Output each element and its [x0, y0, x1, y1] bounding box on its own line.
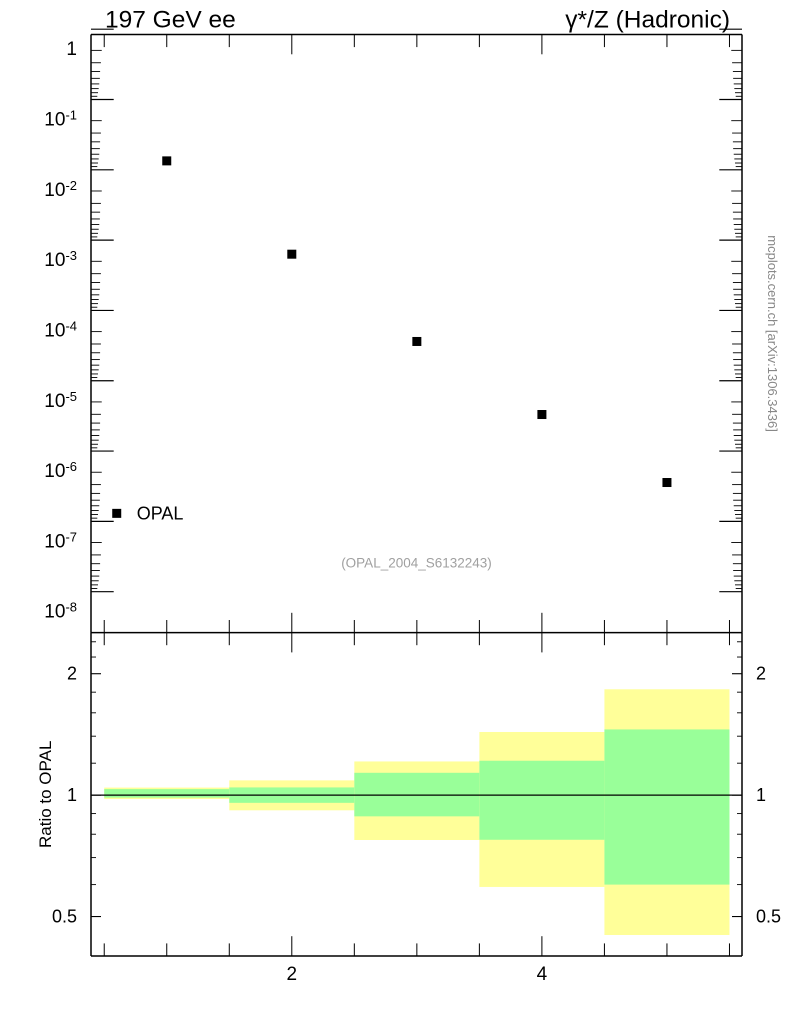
svg-text:0.5: 0.5: [756, 907, 781, 927]
svg-text:1: 1: [66, 39, 77, 60]
svg-text:0.5: 0.5: [52, 907, 77, 927]
svg-text:4: 4: [537, 964, 548, 985]
svg-text:2: 2: [756, 664, 766, 684]
svg-text:Ratio to OPAL: Ratio to OPAL: [36, 741, 55, 848]
svg-text:1: 1: [756, 785, 766, 805]
svg-text:(OPAL_2004_S6132243): (OPAL_2004_S6132243): [341, 556, 492, 571]
svg-text:mcplots.cern.ch [arXiv:1306.34: mcplots.cern.ch [arXiv:1306.3436]: [765, 235, 780, 432]
svg-text:2: 2: [67, 664, 77, 684]
svg-text:2: 2: [287, 964, 298, 985]
svg-text:197 GeV ee: 197 GeV ee: [105, 7, 236, 34]
svg-text:OPAL: OPAL: [137, 503, 184, 523]
svg-text:γ*/Z (Hadronic): γ*/Z (Hadronic): [565, 7, 730, 34]
svg-text:1: 1: [67, 785, 77, 805]
